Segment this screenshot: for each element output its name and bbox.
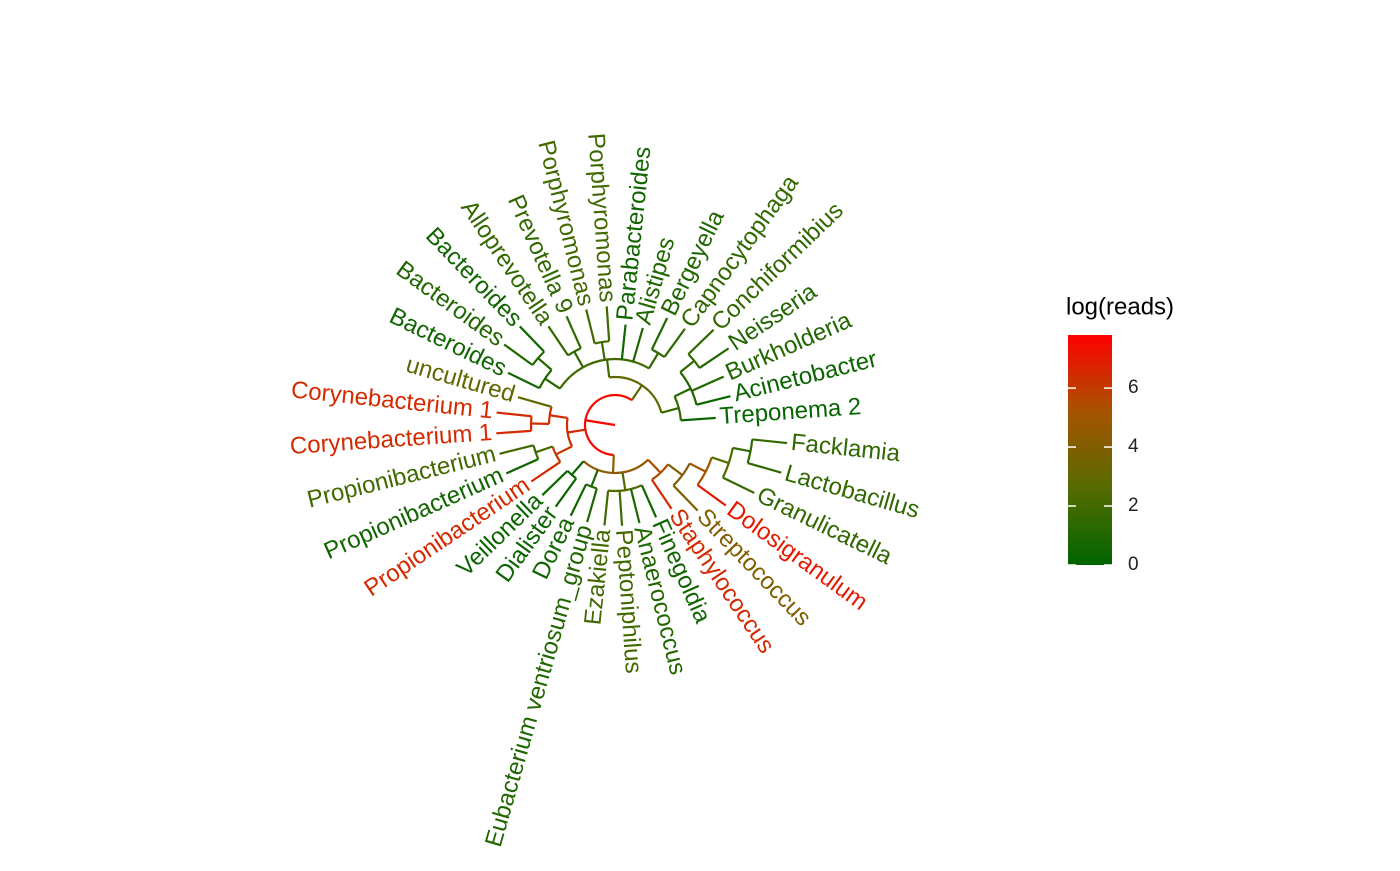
branch-arc: [540, 370, 552, 388]
branch: [586, 310, 594, 344]
branch: [698, 485, 726, 506]
branch: [642, 485, 656, 517]
branch: [536, 446, 553, 452]
branch-arc: [680, 372, 696, 405]
branch: [681, 418, 716, 420]
branch: [648, 460, 660, 473]
branch: [550, 415, 568, 418]
branch: [520, 326, 544, 351]
branch-arc: [568, 348, 581, 355]
branch: [661, 408, 678, 413]
branch: [496, 431, 531, 433]
tree: FacklamiaLactobacillusGranulicatellaDolo…: [289, 132, 923, 850]
tick-label: 0: [1128, 554, 1139, 575]
branch: [607, 306, 609, 341]
branch: [652, 480, 672, 509]
branch: [567, 316, 581, 348]
branch: [748, 463, 782, 473]
branch: [506, 459, 538, 473]
branch: [613, 455, 614, 473]
branch: [632, 385, 642, 400]
branch: [668, 464, 682, 475]
branch-arc: [584, 460, 649, 473]
branch: [623, 472, 626, 490]
colorbar: [1068, 335, 1112, 565]
branch: [556, 478, 577, 506]
branch: [604, 491, 608, 526]
branch: [607, 359, 609, 377]
branch: [688, 330, 713, 354]
branch: [572, 461, 584, 475]
branch: [497, 413, 532, 417]
branch: [620, 491, 622, 526]
branch-arc: [652, 350, 665, 358]
tick-label: 2: [1128, 495, 1139, 516]
legend-title: log(reads): [1066, 293, 1174, 320]
branch: [571, 484, 586, 515]
branch: [545, 379, 560, 389]
branch: [574, 352, 583, 368]
branch: [568, 430, 586, 433]
branch: [587, 488, 597, 522]
branch: [531, 462, 560, 482]
branch-arc: [560, 359, 649, 389]
branch: [752, 439, 787, 443]
branch: [690, 463, 706, 471]
branch: [500, 445, 534, 453]
branch: [633, 328, 643, 362]
branch-arc: [688, 354, 699, 368]
branch: [692, 377, 724, 391]
branch: [622, 325, 626, 360]
legend: log(reads) 0 2 4 6: [1066, 293, 1174, 575]
branch: [542, 471, 567, 495]
branch-arc: [553, 446, 561, 461]
branch: [538, 358, 552, 370]
branch: [649, 353, 658, 368]
branch: [591, 470, 597, 487]
tip-label: Facklamia: [790, 429, 902, 467]
branch: [664, 329, 685, 357]
tick-label: 4: [1128, 436, 1139, 457]
branch: [712, 457, 729, 463]
branch: [585, 420, 615, 425]
branch: [631, 489, 639, 523]
branch: [733, 448, 751, 451]
branch-arc: [723, 448, 733, 478]
branch: [602, 342, 605, 360]
branch: [548, 326, 568, 355]
branch: [556, 446, 572, 454]
branch: [680, 361, 694, 372]
tick-label: 6: [1128, 377, 1139, 398]
branch: [518, 397, 552, 407]
branch: [723, 478, 754, 493]
branch: [674, 389, 690, 397]
